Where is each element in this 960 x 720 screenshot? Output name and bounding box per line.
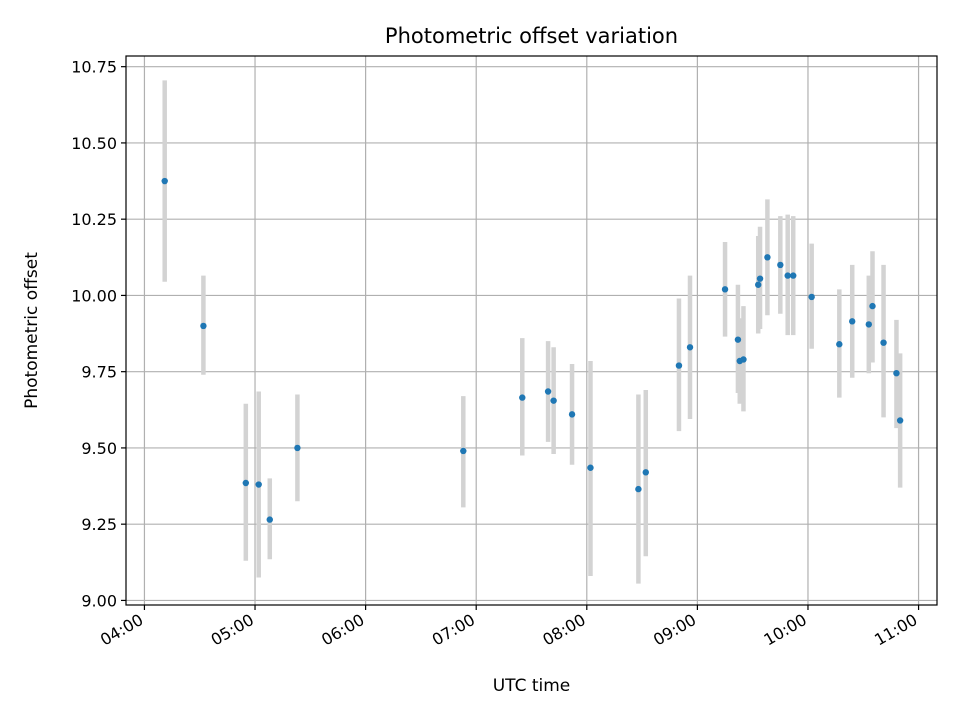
y-tick-label: 9.25: [81, 515, 117, 534]
data-point: [808, 293, 815, 301]
data-point: [755, 281, 762, 288]
data-point: [869, 302, 876, 310]
data-point: [161, 177, 168, 185]
data-point: [734, 336, 742, 343]
y-tick-label: 9.50: [81, 439, 117, 458]
data-point: [255, 481, 262, 488]
chart-title: Photometric offset variation: [385, 24, 678, 48]
y-tick-label: 10.50: [71, 134, 117, 153]
y-tick-label: 9.75: [81, 363, 117, 382]
data-point: [896, 417, 904, 424]
data-point: [686, 344, 694, 351]
data-point: [266, 516, 273, 523]
data-point: [880, 339, 887, 346]
y-tick-label: 10.25: [71, 210, 117, 229]
data-point: [587, 464, 594, 471]
y-tick-label: 10.00: [71, 286, 117, 305]
data-point: [740, 356, 747, 363]
data-point: [756, 275, 764, 282]
data-point: [519, 394, 526, 401]
data-point: [721, 286, 729, 293]
y-tick-label: 9.00: [81, 591, 117, 610]
data-point: [849, 318, 856, 325]
data-point: [784, 272, 791, 279]
data-point: [200, 322, 207, 330]
data-point: [568, 411, 576, 418]
plot-frame: [125, 55, 938, 606]
data-point: [836, 341, 843, 348]
data-point: [675, 362, 683, 369]
data-point: [642, 469, 649, 476]
y-axis-label: Photometric offset: [22, 252, 42, 409]
x-axis-label: UTC time: [493, 676, 571, 696]
data-point: [635, 485, 642, 493]
data-point: [790, 272, 797, 279]
data-point: [294, 444, 301, 452]
data-point: [764, 254, 771, 261]
point-layer: [161, 177, 904, 523]
data-point: [550, 397, 557, 404]
data-point: [242, 479, 250, 487]
data-point: [893, 370, 900, 377]
data-point: [544, 388, 552, 395]
y-tick-label: 10.75: [71, 58, 117, 77]
data-point: [460, 447, 467, 455]
data-point: [777, 261, 784, 269]
data-point: [865, 321, 873, 328]
grid-layer: [126, 56, 937, 605]
